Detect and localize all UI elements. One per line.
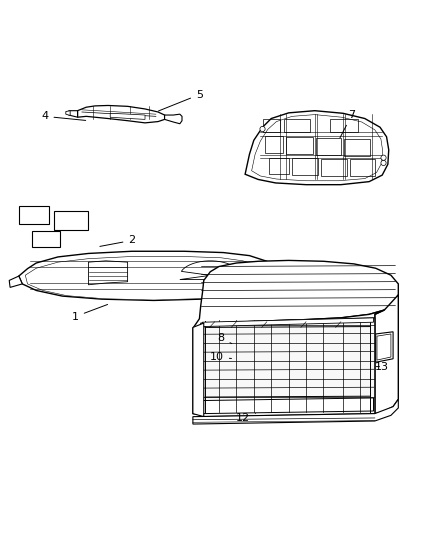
- Polygon shape: [193, 323, 204, 417]
- Polygon shape: [165, 114, 182, 124]
- Circle shape: [381, 155, 386, 160]
- Polygon shape: [66, 111, 70, 116]
- Polygon shape: [78, 106, 165, 123]
- Text: 4: 4: [41, 111, 86, 122]
- Polygon shape: [53, 211, 88, 230]
- Polygon shape: [193, 399, 398, 424]
- Circle shape: [260, 126, 265, 132]
- Polygon shape: [202, 318, 374, 327]
- Polygon shape: [88, 261, 127, 285]
- Polygon shape: [180, 261, 241, 279]
- Text: 12: 12: [236, 413, 255, 423]
- Polygon shape: [193, 261, 398, 329]
- Polygon shape: [9, 276, 22, 287]
- Text: 2: 2: [100, 236, 135, 246]
- Text: 5: 5: [159, 90, 203, 111]
- Text: 10: 10: [210, 352, 231, 362]
- Polygon shape: [245, 111, 389, 184]
- Text: 1: 1: [72, 304, 108, 321]
- Polygon shape: [202, 398, 374, 414]
- Polygon shape: [201, 318, 375, 417]
- Polygon shape: [19, 206, 49, 224]
- Polygon shape: [32, 231, 60, 247]
- Polygon shape: [376, 332, 393, 362]
- Polygon shape: [193, 310, 385, 417]
- Polygon shape: [110, 114, 145, 119]
- Polygon shape: [19, 251, 280, 301]
- Text: 8: 8: [218, 333, 232, 344]
- Text: 7: 7: [340, 110, 355, 138]
- Polygon shape: [25, 256, 272, 300]
- Polygon shape: [375, 295, 398, 414]
- Polygon shape: [69, 111, 78, 117]
- Circle shape: [381, 160, 386, 166]
- Text: 13: 13: [375, 361, 389, 372]
- Polygon shape: [252, 115, 383, 181]
- Polygon shape: [377, 334, 391, 360]
